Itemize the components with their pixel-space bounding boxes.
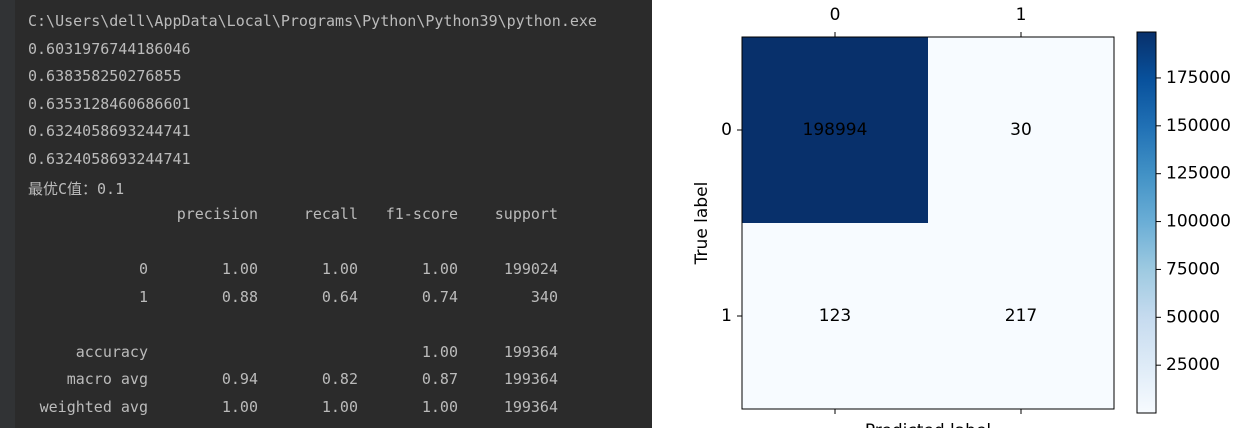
x-axis-title: Predicted label [865,421,991,428]
report-value: 0.94 [221,370,258,388]
console-line: 0.6031976744186046 [28,39,191,58]
report-value: 0.74 [421,288,458,306]
console-line: 最优C值：0.1 [28,179,125,198]
report-header: precision [176,205,258,223]
report-value: 0.64 [321,288,358,306]
colorbar [1136,31,1157,414]
console-line: 0.6324058693244741 [28,150,191,168]
colorbar-tick-label: 25000 [1166,355,1220,375]
colorbar-tick-label: 150000 [1166,116,1231,136]
plot-frame [741,36,1115,410]
report-label: 0 [138,260,148,278]
x-tick-label: 1 [1016,5,1027,25]
report-value: 199364 [503,343,558,361]
heatmap-cell [742,223,928,409]
report-value: 0.82 [321,370,358,388]
report-header: support [494,205,558,223]
cell-label: 198994 [803,120,868,140]
cell-label: 217 [1005,306,1037,326]
heatmap-cell [742,37,928,223]
cell-label: 30 [1010,120,1032,140]
x-tick-label: 0 [830,5,841,25]
report-label: macro avg [66,370,148,388]
report-label: weighted avg [39,398,148,416]
colorbar-tick-label: 50000 [1166,307,1220,327]
console-line: 0.6353128460686601 [28,94,191,113]
colorbar-tick-label: 100000 [1166,212,1231,232]
report-value: 1.00 [421,398,458,416]
heatmap-cell [928,37,1114,223]
colorbar-tick-label: 125000 [1166,164,1231,184]
console-line: 0.6324058693244741 [28,122,191,141]
report-header: f1-score [385,205,458,223]
report-value: 199364 [503,398,558,416]
y-axis-title: True label [692,182,712,266]
report-value: 1.00 [321,260,358,278]
report-header: recall [303,205,358,223]
colorbar-tick-label: 175000 [1166,68,1231,88]
report-value: 1.00 [421,260,458,278]
colorbar-tick-label: 75000 [1166,259,1220,279]
y-tick-label: 0 [721,120,732,140]
report-value: 1.00 [321,398,358,416]
heatmap-cell [928,223,1114,409]
report-label: accuracy [75,343,148,361]
report-value: 1.00 [421,343,458,361]
console: C:\Users\dell\AppData\Local\Programs\Pyt… [0,0,652,428]
report-value: 340 [530,288,558,306]
y-tick-label: 1 [721,306,732,326]
report-value: 199024 [503,260,558,278]
report-value: 0.88 [221,288,258,306]
cell-label: 123 [819,306,851,326]
chart: 198994 30 123 217 0 1 0 1 True label Predicted la… [692,5,1231,428]
report-label: 1 [138,288,148,306]
report-value: 199364 [503,370,558,388]
report-value: 0.87 [421,370,458,388]
report-value: 1.00 [221,260,258,278]
console-line: 0.638358250276855 [28,67,182,86]
report-value: 1.00 [221,398,258,416]
console-line: C:\Users\dell\AppData\Local\Programs\Pyt… [28,12,597,30]
gutter [0,0,15,428]
